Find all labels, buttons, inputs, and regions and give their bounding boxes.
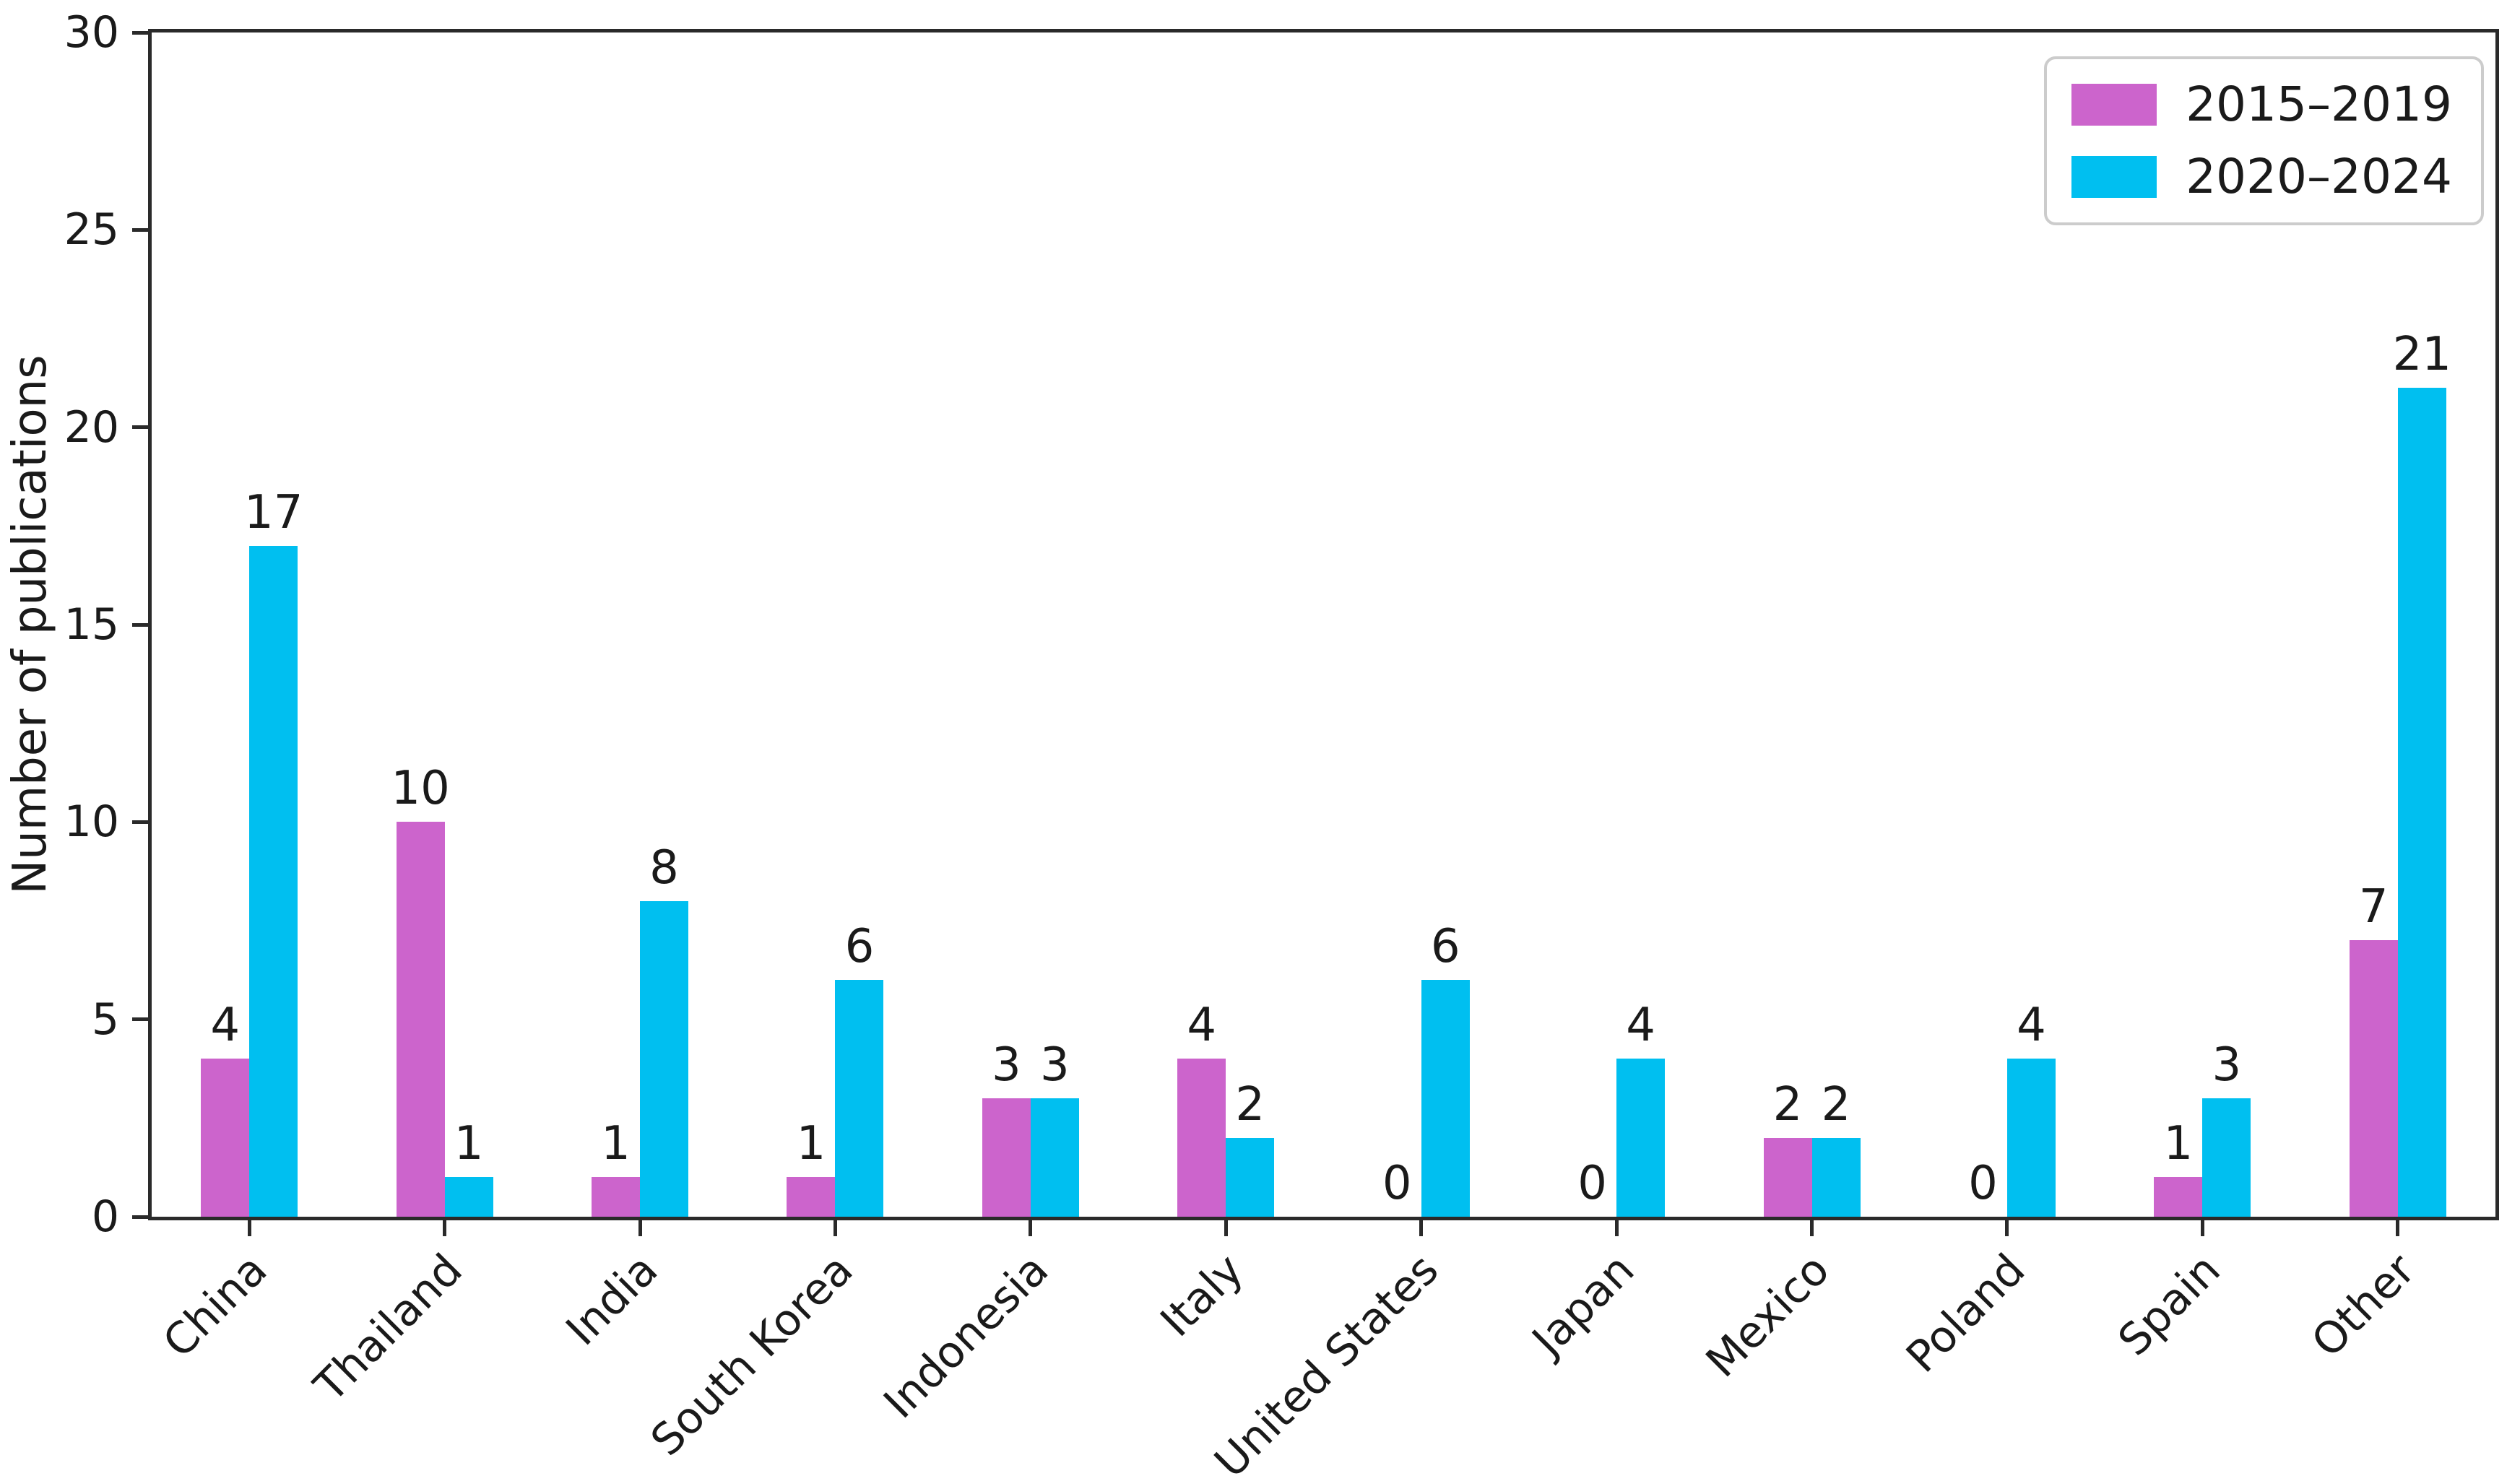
x-tick-label-mexico: Mexico — [1696, 1244, 1840, 1388]
y-tick — [132, 30, 148, 35]
bar-mexico-2020–2024 — [1811, 1137, 1861, 1217]
bar-poland-2020–2024 — [2006, 1059, 2056, 1217]
plot-inner: 0 5 10 15 20 25 30 China 4 17 Thailand 10 1 India 1 8 So… — [64, 11, 2495, 1481]
bar-value-label: 17 — [243, 485, 303, 539]
x-tick — [247, 1220, 251, 1236]
bar-indonesia-2020–2024 — [1030, 1098, 1079, 1217]
x-tick-label-japan: Japan — [1523, 1244, 1645, 1366]
y-tick-label: 0 — [91, 1191, 119, 1242]
bar-value-label: 6 — [844, 920, 875, 973]
bar-italy-2020–2024 — [1226, 1137, 1275, 1217]
bar-value-label: 3 — [1040, 1038, 1070, 1092]
x-tick-label-south-korea: South Korea — [641, 1244, 863, 1467]
legend: 2015–2019 2020–2024 — [2044, 56, 2484, 225]
bar-india-2020–2024 — [640, 900, 689, 1217]
x-tick — [1419, 1220, 1424, 1236]
legend-swatch-2020-2024 — [2071, 156, 2157, 198]
bar-value-label: 8 — [649, 841, 679, 895]
bar-value-label: 4 — [2017, 999, 2046, 1053]
y-tick-label: 15 — [64, 599, 119, 650]
x-tick-label-poland: Poland — [1896, 1244, 2035, 1383]
bar-value-label: 21 — [2392, 328, 2451, 381]
bar-value-label: 6 — [1430, 920, 1460, 973]
y-tick — [132, 622, 148, 627]
x-tick — [833, 1220, 837, 1236]
bar-value-label: 4 — [1187, 999, 1217, 1053]
bar-value-label: 2 — [1235, 1077, 1265, 1132]
bar-value-label: 2 — [1821, 1077, 1851, 1132]
y-tick-label: 25 — [64, 204, 119, 256]
bar-japan-2020–2024 — [1616, 1059, 1666, 1217]
x-tick-label-indonesia: Indonesia — [874, 1244, 1058, 1429]
y-tick-label: 5 — [91, 994, 119, 1045]
legend-label: 2020–2024 — [2186, 149, 2452, 204]
x-tick — [1224, 1220, 1228, 1236]
bar-united-states-2020–2024 — [1421, 980, 1470, 1217]
x-tick — [1029, 1220, 1033, 1236]
legend-label: 2015–2019 — [2186, 77, 2452, 132]
bar-value-label: 4 — [210, 999, 241, 1053]
bar-value-label: 3 — [992, 1038, 1021, 1092]
y-axis-label: Number of publications — [4, 355, 57, 895]
bar-spain-2015–2019 — [2154, 1177, 2203, 1217]
bar-china-2015–2019 — [201, 1059, 250, 1217]
bar-value-label: 2 — [1772, 1077, 1803, 1132]
x-tick — [1810, 1220, 1814, 1236]
bar-value-label: 7 — [2358, 880, 2389, 934]
bar-other-2015–2019 — [2349, 940, 2398, 1217]
plot-area: 0 5 10 15 20 25 30 China 4 17 Thailand 10 1 India 1 8 So… — [64, 11, 2499, 1481]
bar-value-label: 1 — [454, 1117, 484, 1171]
legend-item: 2020–2024 — [2071, 153, 2452, 201]
bar-china-2020–2024 — [249, 545, 298, 1217]
x-tick — [2005, 1220, 2009, 1236]
x-tick-label-other: Other — [2302, 1244, 2425, 1368]
bar-value-label: 1 — [796, 1117, 826, 1171]
bar-value-label: 3 — [2212, 1038, 2242, 1092]
y-tick-label: 30 — [64, 7, 119, 58]
bar-value-label: 0 — [1968, 1157, 1998, 1210]
y-tick — [132, 1215, 148, 1219]
bar-south-korea-2020–2024 — [835, 980, 884, 1217]
bar-thailand-2015–2019 — [396, 822, 445, 1217]
x-tick — [1614, 1220, 1619, 1236]
x-tick-label-thailand: Thailand — [304, 1244, 472, 1412]
y-tick — [132, 425, 148, 430]
bar-value-label: 10 — [391, 762, 450, 816]
y-tick-label: 10 — [64, 796, 119, 848]
bar-italy-2015–2019 — [1177, 1059, 1226, 1217]
y-tick — [132, 1017, 148, 1022]
x-tick — [443, 1220, 447, 1236]
bar-india-2015–2019 — [592, 1177, 641, 1217]
x-tick-label-china: China — [153, 1244, 277, 1368]
bar-value-label: 1 — [2163, 1117, 2194, 1171]
bar-thailand-2020–2024 — [444, 1177, 493, 1217]
x-tick — [638, 1220, 642, 1236]
bar-mexico-2015–2019 — [1763, 1137, 1812, 1217]
x-tick-label-spain: Spain — [2108, 1244, 2230, 1366]
y-tick-label: 20 — [64, 401, 119, 453]
bar-value-label: 4 — [1626, 999, 1655, 1053]
x-tick-label-italy: Italy — [1151, 1244, 1254, 1347]
bar-other-2020–2024 — [2397, 388, 2446, 1217]
bar-south-korea-2015–2019 — [787, 1177, 836, 1217]
legend-swatch-2015-2019 — [2071, 84, 2157, 126]
bar-value-label: 0 — [1577, 1157, 1607, 1210]
legend-item: 2015–2019 — [2071, 81, 2452, 129]
y-tick — [132, 227, 148, 232]
x-tick — [2200, 1220, 2204, 1236]
y-tick — [132, 820, 148, 824]
bar-indonesia-2015–2019 — [982, 1098, 1031, 1217]
bar-value-label: 0 — [1382, 1157, 1412, 1210]
x-tick — [2396, 1220, 2400, 1236]
x-tick-label-india: India — [556, 1244, 668, 1356]
bar-value-label: 1 — [601, 1117, 631, 1171]
bar-spain-2020–2024 — [2202, 1098, 2251, 1217]
